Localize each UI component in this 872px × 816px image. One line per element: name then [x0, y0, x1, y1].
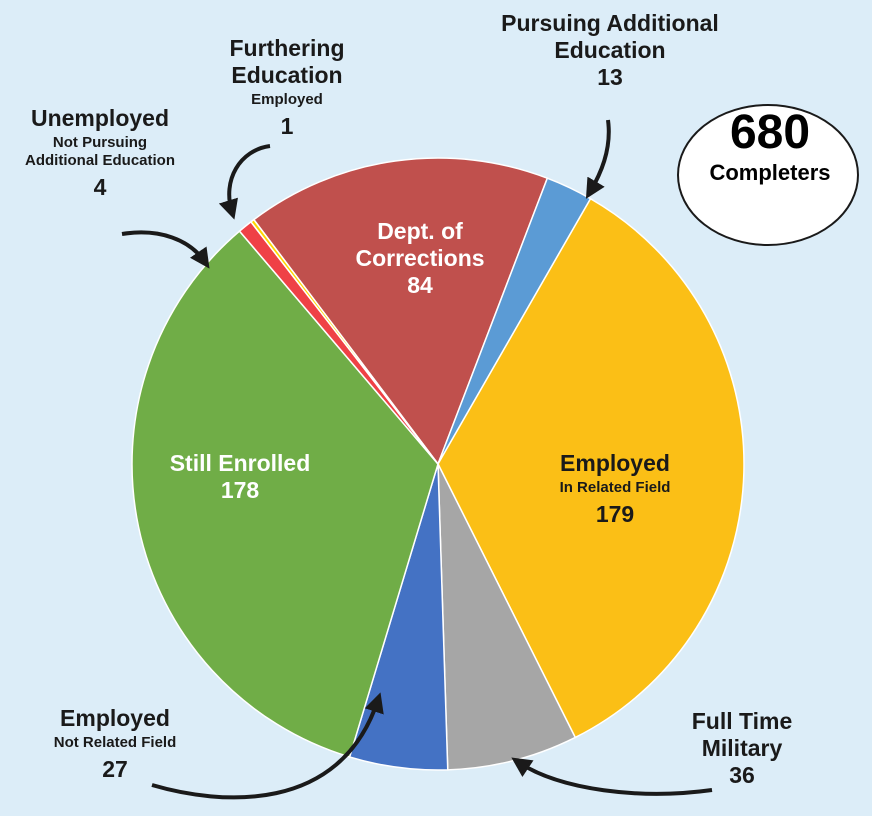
slice-label: Furthering Education Employed 1	[212, 35, 362, 140]
arrow	[218, 144, 271, 220]
label-name: Furthering Education	[229, 35, 345, 89]
label-name: Full Time Military	[691, 708, 793, 762]
total-number: 680	[729, 106, 811, 159]
slice	[437, 197, 745, 739]
label-sub: In Related Field	[559, 479, 671, 497]
label-name: Still Enrolled	[169, 450, 311, 476]
label-value: 27	[102, 755, 128, 782]
arrow	[585, 119, 611, 199]
total-badge	[677, 104, 859, 246]
label-sub: Employed	[251, 91, 323, 109]
label-value: 84	[407, 272, 433, 299]
label-name: Employed	[60, 705, 170, 731]
label-value: 4	[93, 173, 107, 200]
label-name: Unemployed	[30, 105, 170, 131]
label-value: 178	[220, 477, 260, 504]
label-value: 179	[595, 500, 635, 527]
label-value: 13	[597, 64, 623, 91]
total-text: Completers	[709, 160, 831, 185]
slice-label: Employed Not Related Field 27	[10, 705, 220, 783]
total: 680 Completers	[680, 105, 860, 186]
arrow	[151, 692, 384, 800]
slice	[131, 230, 439, 758]
label-name: Dept. of Corrections	[355, 218, 485, 272]
label-name: Pursuing Additional Education	[501, 10, 719, 64]
slice-label: Unemployed Not Pursuing Additional Educat…	[25, 105, 175, 201]
label-sub: Not Related Field	[53, 734, 177, 752]
slice-label: Full Time Military 36	[667, 708, 817, 789]
label-sub: Not Pursuing Additional Education	[25, 134, 175, 169]
label-name: Employed	[560, 450, 670, 476]
label-value: 1	[280, 112, 294, 139]
arrow	[511, 757, 713, 796]
arrow	[121, 230, 210, 269]
slice	[252, 157, 549, 466]
slice	[249, 218, 439, 465]
slices	[131, 157, 745, 771]
slice-label: Pursuing Additional Education 13	[465, 10, 755, 91]
slice-label: Employed In Related Field 179	[515, 450, 715, 528]
slice-label: Still Enrolled 178	[140, 450, 340, 504]
arrows	[121, 119, 713, 800]
label-value: 36	[729, 762, 755, 789]
slice-label: Dept. of Corrections 84	[335, 218, 505, 299]
